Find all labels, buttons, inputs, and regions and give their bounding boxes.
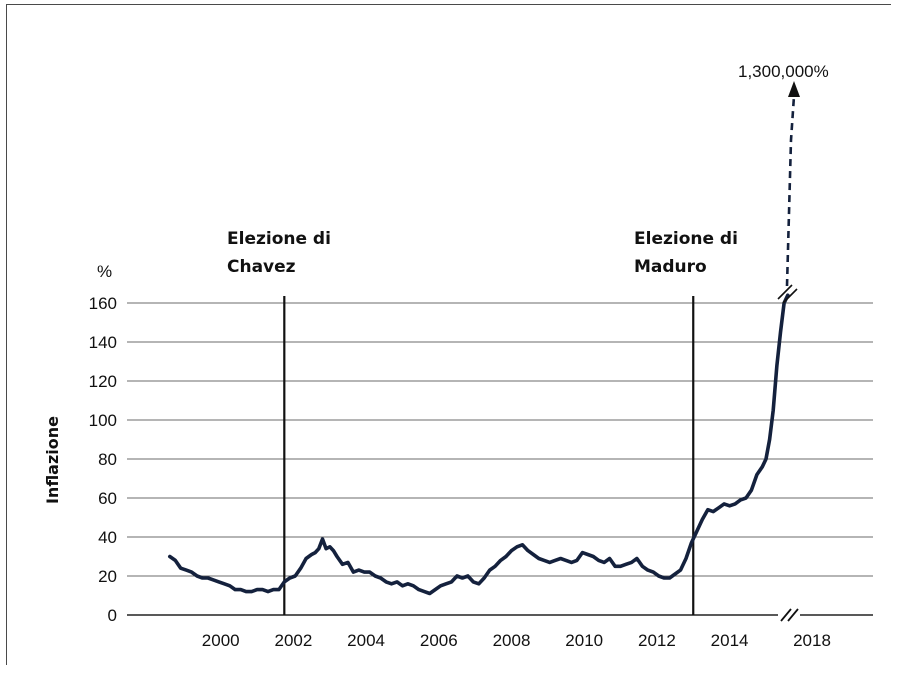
x-tick-2008: 2008 xyxy=(493,631,531,650)
event-label-maduro-line1: Elezione di xyxy=(634,229,738,249)
y-tick-140: 140 xyxy=(89,333,117,352)
y-tick-100: 100 xyxy=(89,411,117,430)
event-label-chavez-line1: Elezione di xyxy=(227,229,331,249)
y-unit-label: % xyxy=(97,262,112,281)
y-tick-60: 60 xyxy=(98,489,117,508)
y-break-mark-1 xyxy=(777,284,793,300)
y-tick-labels: 0 20 40 60 80 100 120 140 160 xyxy=(89,294,117,625)
y-tick-40: 40 xyxy=(98,528,117,547)
x-tick-2002: 2002 xyxy=(274,631,312,650)
annotation-arrow-head xyxy=(788,81,800,97)
x-axis-break-gap xyxy=(778,605,800,625)
grid-lines xyxy=(127,302,873,616)
annotation-label: 1,300,000% xyxy=(738,62,829,81)
y-tick-20: 20 xyxy=(98,567,117,586)
x-tick-2000: 2000 xyxy=(202,631,240,650)
x-tick-2006: 2006 xyxy=(420,631,458,650)
x-axis-break-mark-1 xyxy=(780,608,792,622)
event-markers xyxy=(283,296,695,615)
annotation-arrow-shaft xyxy=(785,95,796,287)
chart-frame xyxy=(6,4,891,665)
x-tick-2012: 2012 xyxy=(638,631,676,650)
y-tick-120: 120 xyxy=(89,372,117,391)
y-axis-title: Inflazione xyxy=(43,416,62,504)
series-line xyxy=(168,293,790,596)
y-tick-0: 0 xyxy=(108,606,117,625)
y-tick-160: 160 xyxy=(89,294,117,313)
x-tick-2004: 2004 xyxy=(347,631,385,650)
x-tick-2010: 2010 xyxy=(565,631,603,650)
event-label-chavez-line2: Chavez xyxy=(227,257,296,277)
annotation-group xyxy=(785,81,800,287)
x-tick-labels: 2000 2002 2004 2006 2008 2010 2012 2014 2018 xyxy=(202,631,831,650)
axis-breaks xyxy=(777,284,800,625)
x-tick-2018: 2018 xyxy=(793,631,831,650)
y-tick-80: 80 xyxy=(98,450,117,469)
series-group xyxy=(168,293,790,596)
y-break-mark-2 xyxy=(782,288,798,304)
event-label-maduro-line2: Maduro xyxy=(634,257,707,277)
x-axis-break-mark-2 xyxy=(787,608,799,622)
x-tick-2014: 2014 xyxy=(711,631,749,650)
